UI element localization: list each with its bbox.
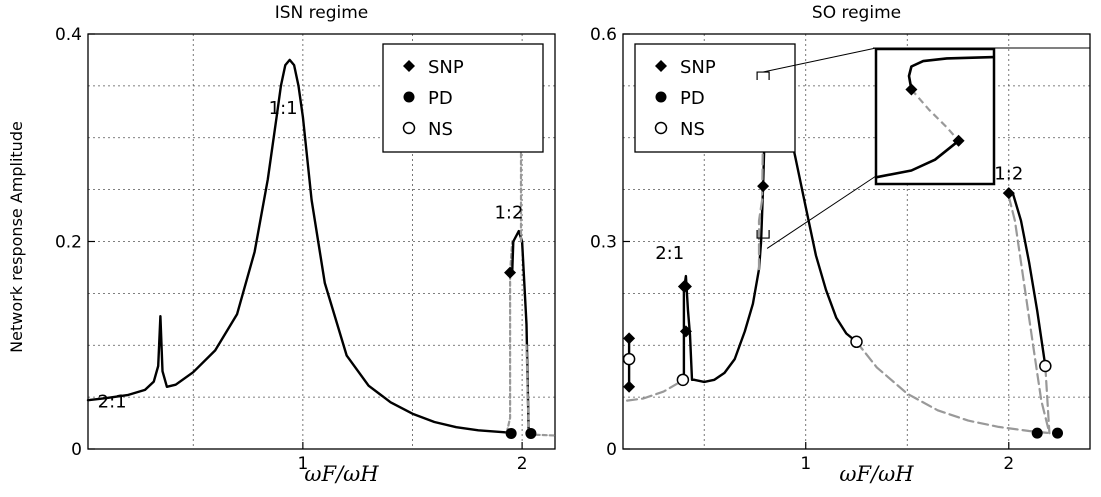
marker-ns	[676, 373, 690, 387]
series-unstable-branch	[855, 340, 1051, 435]
marker-snp	[757, 180, 770, 193]
legend-marker	[655, 91, 667, 103]
y-tick-label: 0.3	[590, 233, 617, 253]
inset-series	[875, 139, 960, 179]
annotation-label: 2:1	[655, 243, 684, 264]
annotation-label: 1:2	[994, 163, 1023, 184]
series-unstable-branch	[757, 122, 765, 271]
y-tick-label: 0.6	[590, 25, 617, 45]
panel-title: ISN regime	[275, 3, 369, 23]
legend: SNP PD NS	[382, 43, 544, 153]
marker-ns	[622, 352, 636, 366]
marker-snp	[679, 325, 692, 338]
legend-marker	[403, 91, 415, 103]
annotation-label: 1:1	[269, 98, 298, 119]
legend-entry-label: SNP	[428, 57, 464, 78]
marker-pd	[1052, 427, 1064, 439]
series-unstable-branch	[505, 240, 514, 434]
annotation-label: 1:2	[494, 203, 523, 224]
y-tick-label: 0.2	[55, 233, 82, 253]
x-tick-label: 1	[800, 454, 811, 474]
x-axis-label: ωF/ωH	[304, 462, 379, 486]
legend-entry-label: SNP	[680, 57, 716, 78]
zoom-connector	[766, 175, 877, 249]
series-unstable-branch	[625, 375, 686, 402]
x-axis-label: ωF/ωH	[839, 462, 914, 486]
x-tick-label: 2	[1003, 454, 1014, 474]
x-tick-label: 2	[517, 454, 528, 474]
legend-entry-label: PD	[428, 88, 453, 109]
marker-snp	[623, 380, 636, 393]
marker-pd	[505, 427, 517, 439]
marker-snp	[504, 266, 517, 279]
legend-marker	[402, 121, 416, 135]
series-unstable-branch	[525, 344, 530, 434]
series-unstable-branch	[1044, 364, 1051, 435]
zoom-bracket-top	[756, 71, 770, 81]
marker-snp	[679, 280, 692, 293]
legend-marker	[654, 121, 668, 135]
inset-series	[907, 55, 995, 90]
marker-snp	[1002, 187, 1015, 200]
y-tick-label: 0	[606, 440, 617, 460]
x-tick-label: 1	[297, 454, 308, 474]
panel-so-regime: 0 0.3 0.6 1 2 SO regime ωF/ωH 2:1 1:2 SNP PD NS	[590, 3, 1091, 486]
zoom-connector	[762, 47, 877, 73]
legend-marker	[403, 60, 415, 72]
inset-marker-snp	[905, 83, 918, 96]
marker-pd	[525, 427, 537, 439]
legend-marker	[655, 60, 667, 72]
legend-entry-label: PD	[680, 88, 705, 109]
marker-pd	[1031, 427, 1043, 439]
inset-marker-snp	[952, 134, 965, 147]
marker-snp	[623, 332, 636, 345]
y-tick-label: 0.4	[55, 25, 82, 45]
legend-entry-label: NS	[680, 119, 705, 140]
legend: SNP PD NS	[634, 43, 796, 153]
panel-title: SO regime	[812, 3, 901, 23]
panel-isn-regime: 0 0.2 0.4 1 2 ISN regime ωF/ωH 2:1 1:1 1:2 SNP PD NS	[55, 3, 557, 486]
zoom-bracket-bottom	[756, 230, 770, 239]
series-unstable-branch	[1007, 195, 1051, 435]
zoom-inset	[756, 47, 1090, 249]
series-stable-branch	[511, 229, 530, 436]
y-axis-label: Network response Amplitude	[7, 121, 26, 353]
y-tick-label: 0	[71, 440, 82, 460]
inset-series	[910, 88, 960, 142]
marker-ns	[850, 335, 863, 349]
annotation-label: 2:1	[98, 392, 127, 413]
series-stable-branch	[86, 58, 508, 434]
legend-entry-label: NS	[428, 119, 453, 140]
marker-ns	[1039, 359, 1052, 373]
